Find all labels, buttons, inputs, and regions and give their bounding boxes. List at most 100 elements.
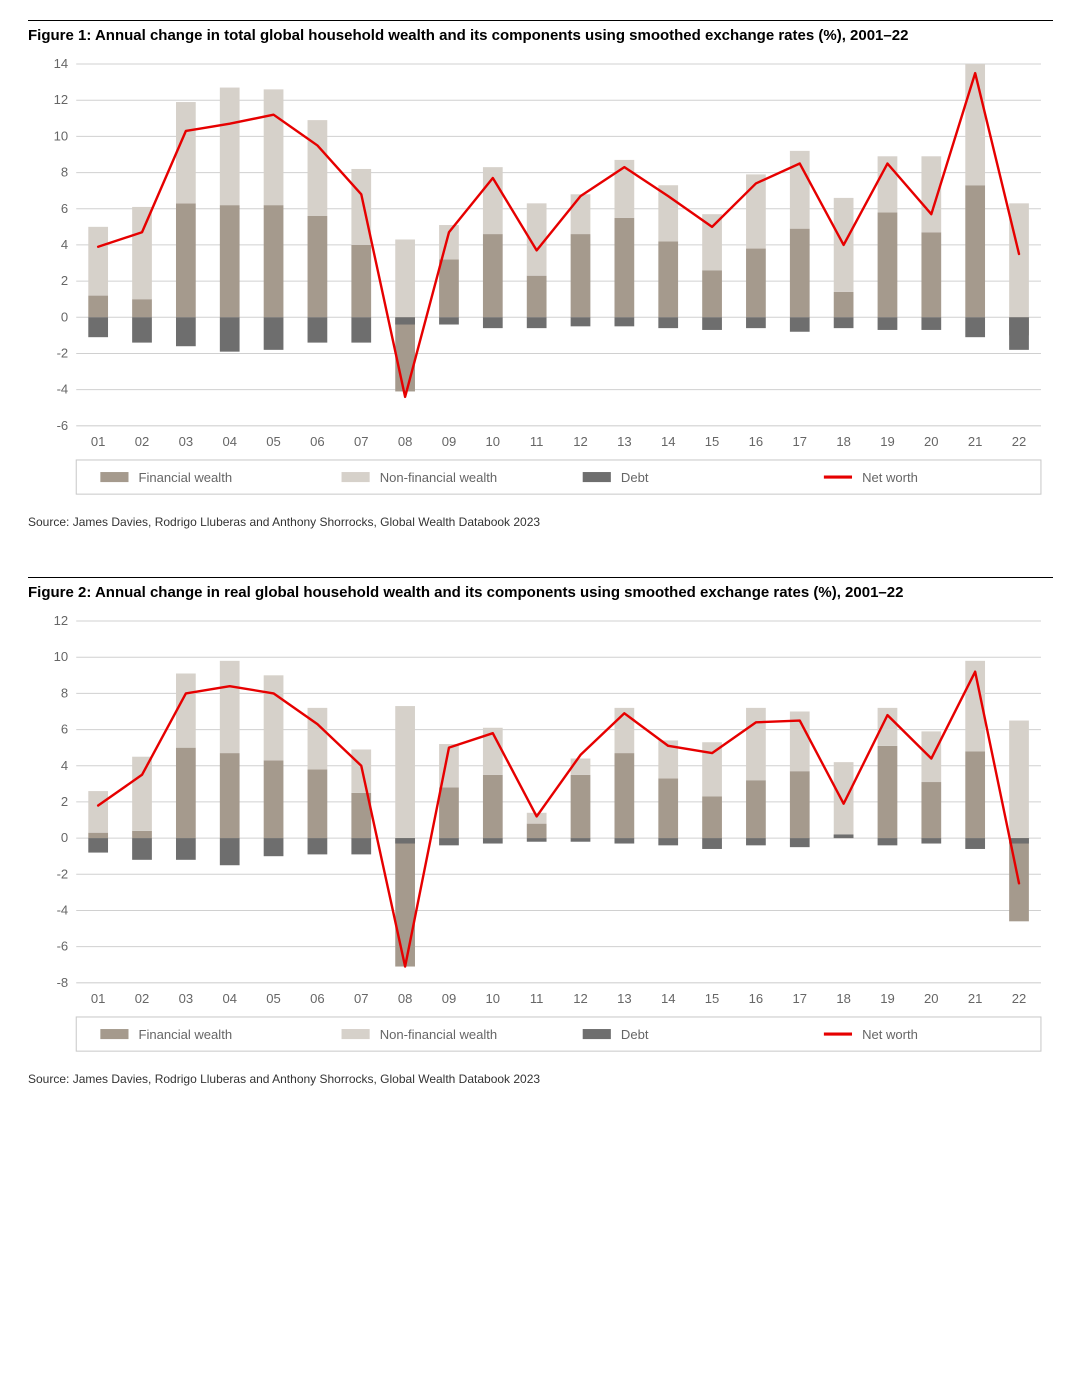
legend-nonfinancial-swatch <box>342 1029 370 1039</box>
bar-financial <box>878 212 898 317</box>
bar-debt <box>176 317 196 346</box>
svg-text:21: 21 <box>968 434 983 449</box>
bar-nonfinancial <box>132 207 152 299</box>
bar-nonfinancial <box>88 227 108 296</box>
svg-text:13: 13 <box>617 434 632 449</box>
bar-nonfinancial <box>351 169 371 245</box>
figure-2-source: Source: James Davies, Rodrigo Lluberas a… <box>28 1072 1053 1086</box>
svg-text:09: 09 <box>442 991 457 1006</box>
svg-text:12: 12 <box>573 434 588 449</box>
bar-debt <box>88 838 108 852</box>
svg-text:01: 01 <box>91 991 106 1006</box>
bar-debt <box>790 317 810 331</box>
svg-text:8: 8 <box>61 165 68 180</box>
bar-nonfinancial <box>965 64 985 185</box>
bar-debt <box>88 317 108 337</box>
bar-financial <box>878 746 898 838</box>
bar-nonfinancial <box>176 674 196 748</box>
bar-financial <box>264 205 284 317</box>
bar-nonfinancial <box>1009 721 1029 839</box>
svg-text:07: 07 <box>354 434 369 449</box>
svg-text:20: 20 <box>924 434 939 449</box>
bar-debt <box>483 838 503 843</box>
bar-financial <box>658 779 678 839</box>
figure-1-chart: -6-4-20246810121401020304050607080910111… <box>28 54 1053 501</box>
legend-financial-swatch <box>100 472 128 482</box>
bar-debt <box>614 838 634 843</box>
bar-debt <box>1009 317 1029 350</box>
bar-financial <box>395 317 415 391</box>
bar-debt <box>351 317 371 342</box>
legend-financial-swatch <box>100 1029 128 1039</box>
bar-debt <box>308 317 328 342</box>
svg-text:17: 17 <box>793 991 808 1006</box>
bar-debt <box>439 317 459 324</box>
svg-text:2: 2 <box>61 273 68 288</box>
svg-text:12: 12 <box>573 991 588 1006</box>
bar-financial <box>220 753 240 838</box>
bar-nonfinancial <box>658 185 678 241</box>
svg-text:15: 15 <box>705 434 720 449</box>
bar-nonfinancial <box>132 757 152 831</box>
svg-text:02: 02 <box>135 991 150 1006</box>
bar-financial <box>132 299 152 317</box>
bar-debt <box>483 317 503 328</box>
bar-debt <box>965 838 985 849</box>
bar-nonfinancial <box>571 194 591 234</box>
bar-financial <box>439 788 459 839</box>
bar-financial <box>176 748 196 838</box>
bar-debt <box>746 317 766 328</box>
bar-debt <box>395 317 415 324</box>
bar-nonfinancial <box>264 89 284 205</box>
svg-text:05: 05 <box>266 991 281 1006</box>
bar-financial <box>834 292 854 317</box>
svg-text:11: 11 <box>530 991 544 1006</box>
svg-text:18: 18 <box>836 434 851 449</box>
svg-text:2: 2 <box>61 794 68 809</box>
bar-debt <box>834 835 854 839</box>
bar-financial <box>527 824 547 838</box>
bar-nonfinancial <box>702 742 722 796</box>
bar-debt <box>264 838 284 856</box>
svg-text:07: 07 <box>354 991 369 1006</box>
bar-debt <box>1009 838 1029 843</box>
bar-financial <box>571 775 591 838</box>
svg-text:19: 19 <box>880 434 895 449</box>
bar-financial <box>965 751 985 838</box>
svg-text:19: 19 <box>880 991 895 1006</box>
bar-financial <box>88 296 108 318</box>
bar-debt <box>571 838 591 842</box>
bar-financial <box>527 276 547 318</box>
bar-financial <box>483 234 503 317</box>
figure-1-title: Figure 1: Annual change in total global … <box>28 27 1053 44</box>
svg-text:14: 14 <box>661 434 676 449</box>
bar-debt <box>834 317 854 328</box>
svg-text:-8: -8 <box>57 975 69 990</box>
bar-nonfinancial <box>308 708 328 769</box>
bar-financial <box>746 780 766 838</box>
bar-financial <box>921 232 941 317</box>
svg-text:04: 04 <box>222 991 237 1006</box>
svg-text:16: 16 <box>749 434 764 449</box>
bar-nonfinancial <box>834 762 854 834</box>
bar-nonfinancial <box>746 174 766 248</box>
figure-1-source: Source: James Davies, Rodrigo Lluberas a… <box>28 515 1053 529</box>
svg-text:17: 17 <box>793 434 808 449</box>
bar-debt <box>351 838 371 854</box>
svg-text:6: 6 <box>61 722 68 737</box>
legend-debt-swatch <box>583 472 611 482</box>
svg-text:12: 12 <box>54 92 69 107</box>
bar-nonfinancial <box>395 240 415 318</box>
bar-financial <box>220 205 240 317</box>
svg-text:08: 08 <box>398 991 413 1006</box>
svg-text:-6: -6 <box>57 939 69 954</box>
bar-debt <box>921 838 941 843</box>
svg-text:05: 05 <box>266 434 281 449</box>
svg-text:-4: -4 <box>57 382 69 397</box>
svg-text:-2: -2 <box>57 345 69 360</box>
bar-financial <box>702 270 722 317</box>
svg-text:14: 14 <box>54 56 69 71</box>
bar-nonfinancial <box>395 706 415 838</box>
svg-text:13: 13 <box>617 991 632 1006</box>
bar-financial <box>88 833 108 838</box>
